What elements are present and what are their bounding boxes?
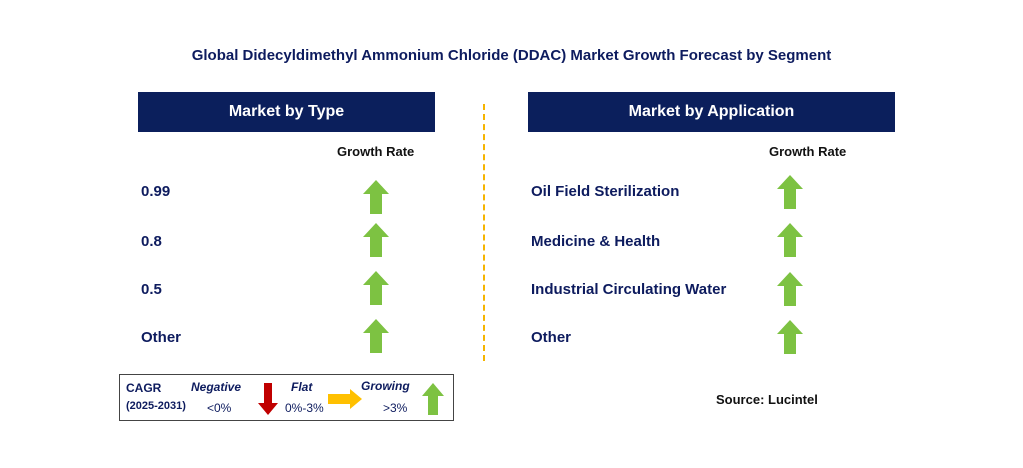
panel-divider [483, 104, 485, 361]
cagr-legend: CAGR (2025-2031) Negative <0% Flat 0%-3%… [119, 374, 454, 421]
application-label-medicine: Medicine & Health [531, 233, 661, 250]
legend-negative-range: <0% [207, 401, 232, 415]
source-note: Source: Lucintel [716, 392, 818, 407]
type-panel-header: Market by Type [138, 92, 435, 132]
negative-down-arrow-icon [258, 383, 278, 415]
legend-growing-range: >3% [383, 401, 408, 415]
chart-title: Global Didecyldimethyl Ammonium Chloride… [191, 47, 832, 64]
legend-period: (2025-2031) [126, 400, 186, 412]
legend-flat-label: Flat [291, 380, 313, 394]
legend-growing-label: Growing [361, 379, 410, 393]
type-label-other: Other [141, 329, 182, 346]
application-label-oil-field: Oil Field Sterilization [531, 183, 680, 200]
type-label-0.5: 0.5 [141, 281, 162, 298]
flat-right-arrow-icon [328, 389, 362, 409]
legend-cagr-label: CAGR [126, 381, 162, 395]
type-growth-up-arrow-icon [363, 271, 389, 305]
type-growth-rate-label: Growth Rate [337, 144, 415, 159]
application-label-industrial-water: Industrial Circulating Water [531, 281, 727, 298]
type-growth-up-arrow-icon [363, 180, 389, 214]
legend-flat-range: 0%-3% [285, 401, 324, 415]
application-growth-up-arrow-icon [777, 175, 803, 209]
application-panel-header: Market by Application [528, 92, 895, 132]
application-growth-rate-label: Growth Rate [769, 144, 847, 159]
application-growth-up-arrow-icon [777, 320, 803, 354]
type-growth-up-arrow-icon [363, 223, 389, 257]
type-label-0.8: 0.8 [141, 233, 162, 250]
application-growth-up-arrow-icon [777, 223, 803, 257]
application-growth-up-arrow-icon [777, 272, 803, 306]
application-label-other: Other [531, 329, 572, 346]
growing-up-arrow-icon [422, 383, 444, 415]
type-label-0.99: 0.99 [141, 183, 171, 200]
legend-negative-label: Negative [191, 380, 242, 394]
type-growth-up-arrow-icon [363, 319, 389, 353]
